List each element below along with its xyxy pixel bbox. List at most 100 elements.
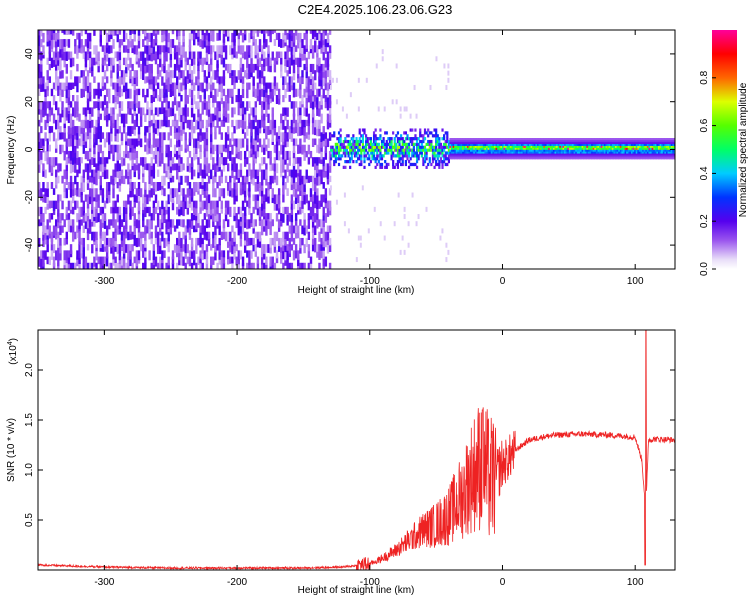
heatmap-cell xyxy=(69,119,73,128)
heatmap-cell xyxy=(648,155,651,158)
heatmap-cell xyxy=(178,39,181,48)
heatmap-cell xyxy=(243,30,247,35)
heatmap-cell xyxy=(605,145,608,148)
heatmap-cell xyxy=(67,213,71,220)
heatmap-cell xyxy=(178,126,181,133)
heatmap-cell xyxy=(454,139,457,143)
heatmap-cell xyxy=(603,157,607,160)
heatmap-cell xyxy=(643,138,646,141)
heatmap-cell xyxy=(624,151,627,154)
heatmap-cell xyxy=(322,256,325,267)
heatmap-cell xyxy=(269,32,272,43)
heatmap-cell xyxy=(212,237,215,248)
heatmap-cell xyxy=(530,155,533,158)
heatmap-cell xyxy=(549,138,552,141)
heatmap-cell xyxy=(443,148,446,152)
heatmap-cell xyxy=(207,237,211,246)
heatmap-cell xyxy=(551,138,554,141)
heatmap-cell xyxy=(425,142,428,147)
heatmap-cell xyxy=(409,157,412,161)
heatmap-cell xyxy=(229,70,232,79)
heatmap-cell xyxy=(218,76,221,85)
heatmap-cell xyxy=(178,101,181,108)
heatmap-cell xyxy=(260,157,264,166)
heatmap-cell xyxy=(163,175,166,186)
heatmap-cell xyxy=(388,148,392,152)
heatmap-cell xyxy=(552,153,556,156)
heatmap-cell xyxy=(355,257,358,263)
heatmap-cell xyxy=(237,119,240,129)
heatmap-cell xyxy=(110,45,113,54)
heatmap-cell xyxy=(637,149,640,152)
heatmap-cell xyxy=(199,163,202,171)
heatmap-cell xyxy=(74,200,77,210)
heatmap-cell xyxy=(581,145,584,148)
heatmap-cell xyxy=(235,256,238,266)
heatmap-cell xyxy=(88,63,92,74)
heatmap-cell xyxy=(222,188,226,199)
heatmap-cell xyxy=(97,101,100,111)
heatmap-cell xyxy=(521,153,524,156)
heatmap-cell xyxy=(441,128,444,132)
heatmap-cell xyxy=(74,107,77,118)
heatmap-cell xyxy=(169,76,173,85)
heatmap-cell xyxy=(277,244,281,252)
heatmap-cell xyxy=(292,88,296,98)
heatmap-cell xyxy=(532,145,535,148)
heatmap-cell xyxy=(465,147,468,150)
heatmap-cell xyxy=(103,157,107,167)
heatmap-cell xyxy=(216,107,219,115)
heatmap-cell xyxy=(282,206,285,214)
heatmap-cell xyxy=(368,157,371,161)
heatmap-cell xyxy=(407,160,411,164)
heatmap-cell xyxy=(97,194,100,201)
heatmap-cell xyxy=(288,169,291,177)
heatmap-cell xyxy=(176,138,179,148)
heatmap-cell xyxy=(401,139,404,144)
heatmap-cell xyxy=(420,134,423,138)
heatmap-cell xyxy=(309,95,313,103)
heatmap-cell xyxy=(357,235,360,241)
heatmap-cell xyxy=(527,138,530,141)
heatmap-cell xyxy=(292,39,296,47)
heatmap-cell xyxy=(632,149,635,152)
heatmap-cell xyxy=(645,149,648,152)
heatmap-cell xyxy=(500,151,503,154)
heatmap-cell xyxy=(621,141,624,145)
heatmap-cell xyxy=(624,157,627,160)
heatmap-cell xyxy=(509,157,513,160)
heatmap-cell xyxy=(248,119,251,129)
heatmap-cell xyxy=(358,128,361,132)
heatmap-cell xyxy=(182,219,185,228)
heatmap-cell xyxy=(71,107,75,117)
heatmap-cell xyxy=(328,76,332,85)
heatmap-cell xyxy=(275,194,279,205)
heatmap-cell xyxy=(50,39,54,49)
heatmap-cell xyxy=(82,225,85,233)
heatmap-cell xyxy=(203,101,207,110)
heatmap-cell xyxy=(316,126,319,137)
heatmap-cell xyxy=(450,141,454,145)
heatmap-cell xyxy=(377,145,380,149)
heatmap-cell xyxy=(516,138,519,141)
heatmap-cell xyxy=(180,163,183,172)
heatmap-cell xyxy=(347,154,350,158)
heatmap-cell xyxy=(144,200,147,208)
heatmap-cell xyxy=(231,51,234,60)
heatmap-cell xyxy=(392,162,395,167)
heatmap-cell xyxy=(487,143,490,146)
heatmap-cell xyxy=(176,194,179,205)
heatmap-cell xyxy=(256,45,260,54)
heatmap-cell xyxy=(324,256,328,267)
heatmap-cell xyxy=(127,138,130,146)
heatmap-cell xyxy=(241,45,245,53)
heatmap-cell xyxy=(209,138,213,148)
heatmap-cell xyxy=(301,76,304,85)
heatmap-cell xyxy=(133,126,136,136)
heatmap-cell xyxy=(260,244,264,253)
heatmap-cell xyxy=(578,157,581,160)
heatmap-cell xyxy=(527,139,530,143)
heatmap-cell xyxy=(95,126,98,133)
heatmap-cell xyxy=(301,237,304,246)
heatmap-cell xyxy=(78,188,81,198)
